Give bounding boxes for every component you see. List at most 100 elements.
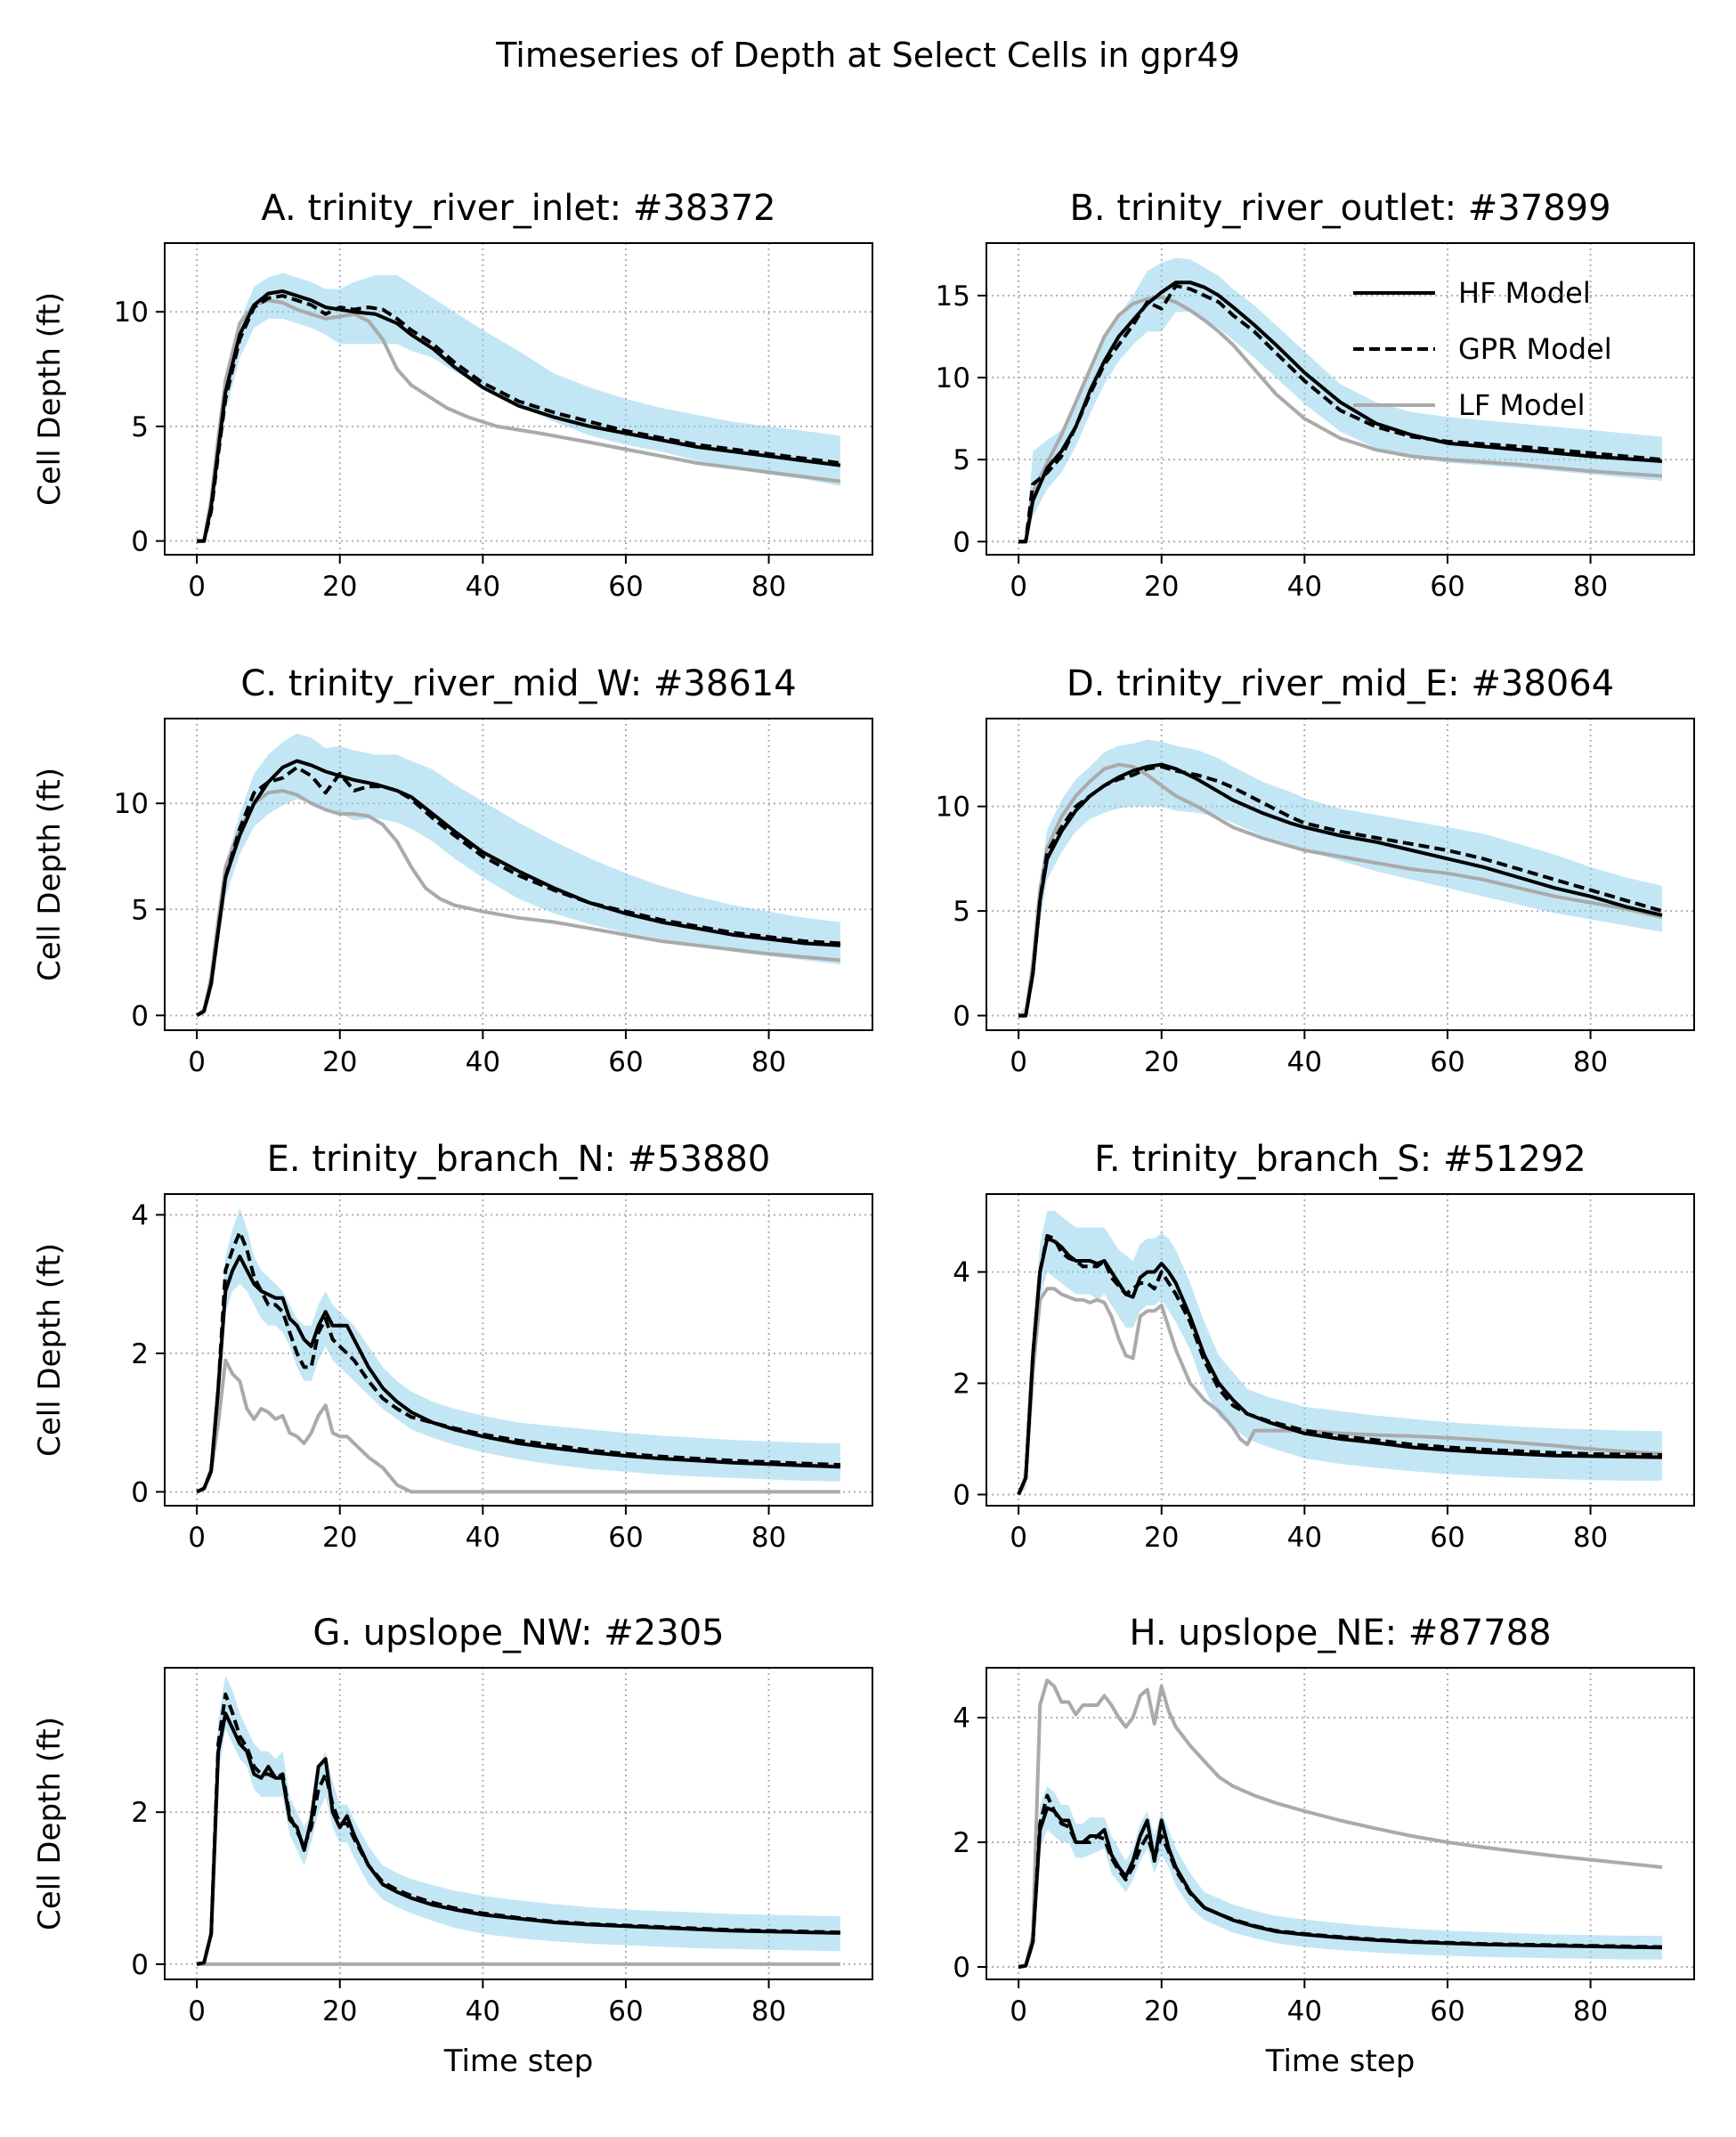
- x-tick-label: 40: [466, 571, 500, 603]
- x-tick-label: 40: [1287, 1522, 1322, 1554]
- x-tick-label: 80: [1573, 1995, 1608, 2027]
- x-tick-label: 80: [751, 1995, 786, 2027]
- legend-label: HF Model: [1458, 276, 1591, 310]
- panel-title: B. trinity_river_outlet: #37899: [1069, 188, 1610, 229]
- y-tick-label: 10: [936, 362, 970, 394]
- x-tick-label: 80: [1573, 1046, 1608, 1078]
- x-tick-label: 60: [608, 1995, 643, 2027]
- hf-model-line: [1018, 280, 1663, 544]
- x-tick-label: 20: [322, 1995, 357, 2027]
- panel-e-axes-frame: [164, 1193, 873, 1507]
- hf-model-line: [1018, 762, 1663, 1018]
- hf-model-line: [196, 1255, 840, 1494]
- x-tick-label: 0: [188, 571, 206, 603]
- x-tick-label: 40: [1287, 1046, 1322, 1078]
- y-tick-label: 2: [953, 1827, 970, 1859]
- legend-label: LF Model: [1458, 388, 1585, 422]
- panel-c: 0 20 40 60 80 0 5 10 C. trinity_river_mid_W: #38…: [32, 663, 873, 1078]
- hf-model-line: [197, 289, 841, 543]
- hf-model-line: [1018, 1806, 1662, 1969]
- y-tick-label: 4: [131, 1199, 149, 1231]
- lf-model-line: [1018, 1678, 1663, 1969]
- panel-f-axes-frame: [986, 1193, 1695, 1507]
- panel-d: 0 20 40 60 80 0 5 10 D. trinity_river_mid_E: #38…: [936, 663, 1695, 1078]
- x-tick-label: 0: [1010, 1046, 1027, 1078]
- panel-b: 0 20 40 60 80 0 5 10 15 B. trinity_river_outlet: …: [936, 188, 1695, 603]
- y-tick-label: 5: [131, 411, 149, 443]
- panel-title: C. trinity_river_mid_W: #38614: [240, 663, 796, 704]
- x-tick-label: 40: [1287, 1995, 1322, 2027]
- lf-model-line: [1017, 1287, 1663, 1496]
- x-tick-label: 40: [466, 1046, 500, 1078]
- y-tick-label: 0: [131, 1949, 149, 1981]
- legend: HF Model GPR Model LF Model: [1353, 276, 1612, 422]
- x-tick-label: 60: [608, 1522, 643, 1554]
- panel-g: 0 20 40 60 80 0 2 G. upslope_NW: #2305 Cell Dept…: [32, 1613, 873, 2079]
- panel-b-axes-frame: [986, 242, 1695, 556]
- panel-title: H. upslope_NE: #87788: [1129, 1613, 1551, 1654]
- panel-a-axes-frame: [164, 242, 873, 556]
- panel-title: G. upslope_NW: #2305: [312, 1613, 724, 1654]
- x-tick-label: 80: [751, 1046, 786, 1078]
- panel-d-axes-frame: [986, 718, 1695, 1031]
- lf-model-line: [196, 1358, 840, 1494]
- y-tick-label: 2: [953, 1369, 970, 1401]
- panel-f: 0 20 40 60 80 0 2 4 F. trinity_branch_S: #51292: [953, 1139, 1695, 1554]
- lf-model-line: [1018, 762, 1663, 1018]
- uncertainty-band: [197, 272, 840, 541]
- y-axis-label: Cell Depth (ft): [32, 768, 68, 981]
- x-tick-label: 60: [608, 571, 643, 603]
- x-tick-label: 40: [466, 1522, 500, 1554]
- lf-model-line: [1018, 295, 1663, 544]
- x-tick-label: 80: [1573, 571, 1608, 603]
- y-tick-label: 15: [936, 280, 970, 313]
- y-tick-label: 0: [953, 1480, 970, 1512]
- gpr-model-line: [196, 765, 841, 1018]
- y-axis-label: Cell Depth (ft): [32, 292, 68, 506]
- y-tick-label: 0: [953, 526, 970, 558]
- y-tick-label: 0: [131, 1000, 149, 1032]
- y-tick-label: 5: [953, 896, 970, 928]
- y-tick-label: 2: [131, 1338, 149, 1370]
- x-tick-label: 20: [322, 571, 357, 603]
- x-tick-label: 0: [1010, 1522, 1027, 1554]
- uncertainty-band: [1018, 257, 1662, 542]
- x-tick-label: 60: [608, 1046, 643, 1078]
- uncertainty-band: [1018, 739, 1662, 1016]
- x-tick-label: 0: [1010, 571, 1027, 603]
- panel-title: E. trinity_branch_N: #53880: [267, 1139, 771, 1180]
- x-tick-label: 20: [322, 1046, 357, 1078]
- uncertainty-band: [197, 1675, 840, 1964]
- figure-title: Timeseries of Depth at Select Cells in g…: [496, 36, 1240, 75]
- y-tick-label: 0: [131, 1476, 149, 1508]
- gpr-model-line: [1017, 1233, 1662, 1496]
- x-tick-label: 60: [1430, 1046, 1464, 1078]
- panel-h: 0 20 40 60 80 0 2 4 H. upslope_NE: #87788 Time st…: [953, 1613, 1695, 2079]
- x-tick-label: 60: [1430, 1995, 1464, 2027]
- x-tick-label: 20: [1144, 1046, 1179, 1078]
- panel-h-axes-frame: [986, 1667, 1695, 1980]
- panel-title: A. trinity_river_inlet: #38372: [261, 188, 775, 229]
- x-tick-label: 20: [1144, 1522, 1179, 1554]
- x-axis-label: Time step: [1265, 2044, 1416, 2079]
- panel-title: F. trinity_branch_S: #51292: [1094, 1139, 1586, 1180]
- lf-model-line: [197, 298, 841, 543]
- uncertainty-band: [1018, 1786, 1662, 1967]
- gpr-model-line: [1018, 765, 1663, 1018]
- y-tick-label: 2: [131, 1797, 149, 1829]
- y-tick-label: 4: [953, 1257, 970, 1289]
- x-tick-label: 60: [1430, 571, 1464, 603]
- x-tick-label: 80: [1573, 1522, 1608, 1554]
- x-tick-label: 80: [751, 1522, 786, 1554]
- y-tick-label: 10: [114, 788, 149, 820]
- panel-c-axes-frame: [164, 718, 873, 1031]
- x-tick-label: 0: [188, 1046, 206, 1078]
- y-tick-label: 0: [953, 1001, 970, 1033]
- uncertainty-band: [197, 1207, 840, 1492]
- x-tick-label: 40: [466, 1995, 500, 2027]
- x-tick-label: 20: [1144, 1995, 1179, 2027]
- panel-e: 0 20 40 60 80 0 2 4 E. trinity_branch_N: #53880 C…: [32, 1139, 873, 1554]
- legend-label: GPR Model: [1458, 332, 1612, 366]
- hf-model-line: [196, 1711, 840, 1966]
